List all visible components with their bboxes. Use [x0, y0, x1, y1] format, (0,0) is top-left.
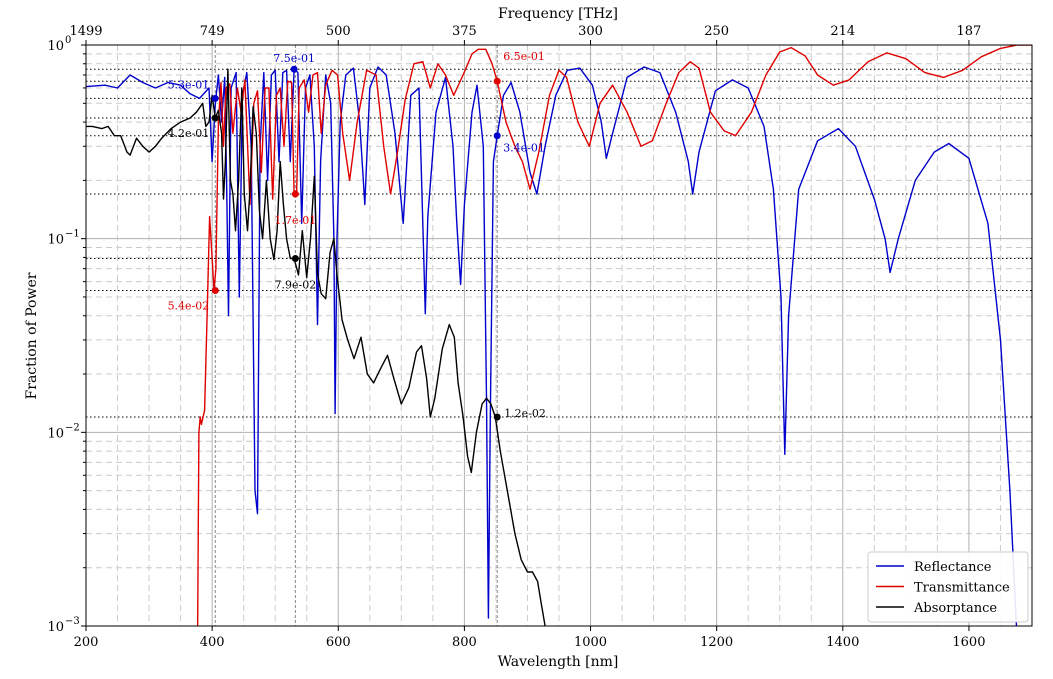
reflectance-marker — [290, 65, 298, 73]
absorptance-annotation-label: 4.2e-01 — [168, 127, 210, 140]
x-tick-label: 1600 — [952, 635, 985, 650]
series-layer — [86, 45, 1032, 626]
x-tick-label: 600 — [326, 635, 351, 650]
y-tick-exponent: −3 — [65, 616, 80, 627]
x-axis-label: Wavelength [nm] — [498, 654, 619, 670]
legend: Reflectance Transmittance Absorptance — [867, 551, 1029, 623]
x-tick-label: 800 — [452, 635, 477, 650]
tick-layer: 200 400 600 800 1000 1200 1400 1600 1499 749 500 37… — [47, 24, 985, 650]
transmittance-marker — [493, 77, 501, 85]
absorptance-marker — [291, 254, 299, 262]
top-axis-label: Frequency [THz] — [498, 6, 618, 22]
top-tick-label: 749 — [200, 24, 225, 39]
y-tick-exponent: −2 — [65, 422, 80, 433]
transmittance-marker — [211, 286, 219, 294]
top-tick-label: 375 — [452, 24, 477, 39]
grid-layer — [85, 44, 1032, 627]
x-tick-label: 1000 — [574, 635, 607, 650]
transmittance-annotation-label: 5.4e-02 — [168, 299, 210, 312]
y-tick-exponent: −1 — [65, 229, 80, 240]
y-tick-exponent: 0 — [65, 35, 71, 46]
top-tick-label: 214 — [830, 24, 855, 39]
y-tick-label: 10 — [47, 620, 64, 635]
reflectance-marker — [493, 132, 501, 140]
x-tick-label: 200 — [74, 635, 99, 650]
reference-lines — [86, 45, 1032, 626]
plot-frame — [85, 44, 1033, 627]
absorptance-annotation-label: 1.2e-02 — [504, 407, 546, 420]
legend-box — [867, 551, 1029, 623]
y-tick-label: 10 — [47, 426, 64, 441]
reflectance-marker — [211, 94, 219, 102]
top-tick-label: 500 — [326, 24, 351, 39]
reflectance-line — [86, 66, 1018, 626]
transmittance-annotation-label: 6.5e-01 — [503, 50, 545, 63]
y-tick-label: 10 — [47, 233, 64, 248]
x-tick-label: 1400 — [826, 635, 859, 650]
absorptance-annotation-label: 7.9e-02 — [275, 278, 317, 291]
absorptance-marker — [493, 413, 501, 421]
y-axis-label: Fraction of Power — [24, 272, 40, 399]
reflectance-annotation-label: 5.3e-01 — [168, 78, 210, 91]
x-tick-label: 1200 — [700, 635, 733, 650]
transmittance-marker — [291, 190, 299, 198]
top-tick-label: 187 — [957, 24, 982, 39]
top-tick-label: 1499 — [69, 24, 102, 39]
legend-label-reflectance: Reflectance — [914, 560, 992, 575]
reflectance-annotation-label: 7.5e-01 — [273, 52, 315, 65]
reflectance-annotation-label: 3.4e-01 — [503, 142, 545, 155]
top-tick-label: 250 — [704, 24, 729, 39]
top-tick-label: 300 — [578, 24, 603, 39]
absorptance-marker — [211, 114, 219, 122]
y-tick-label: 10 — [47, 39, 64, 54]
legend-label-transmittance: Transmittance — [914, 581, 1010, 596]
absorptance-line — [86, 68, 546, 626]
x-tick-label: 400 — [200, 635, 225, 650]
annotation-layer: 5.3e-01 7.5e-01 3.4e-01 5.4e-02 1.7e-01 6.5e-… — [168, 50, 546, 421]
legend-label-absorptance: Absorptance — [913, 601, 997, 616]
transmittance-annotation-label: 1.7e-01 — [275, 214, 317, 227]
